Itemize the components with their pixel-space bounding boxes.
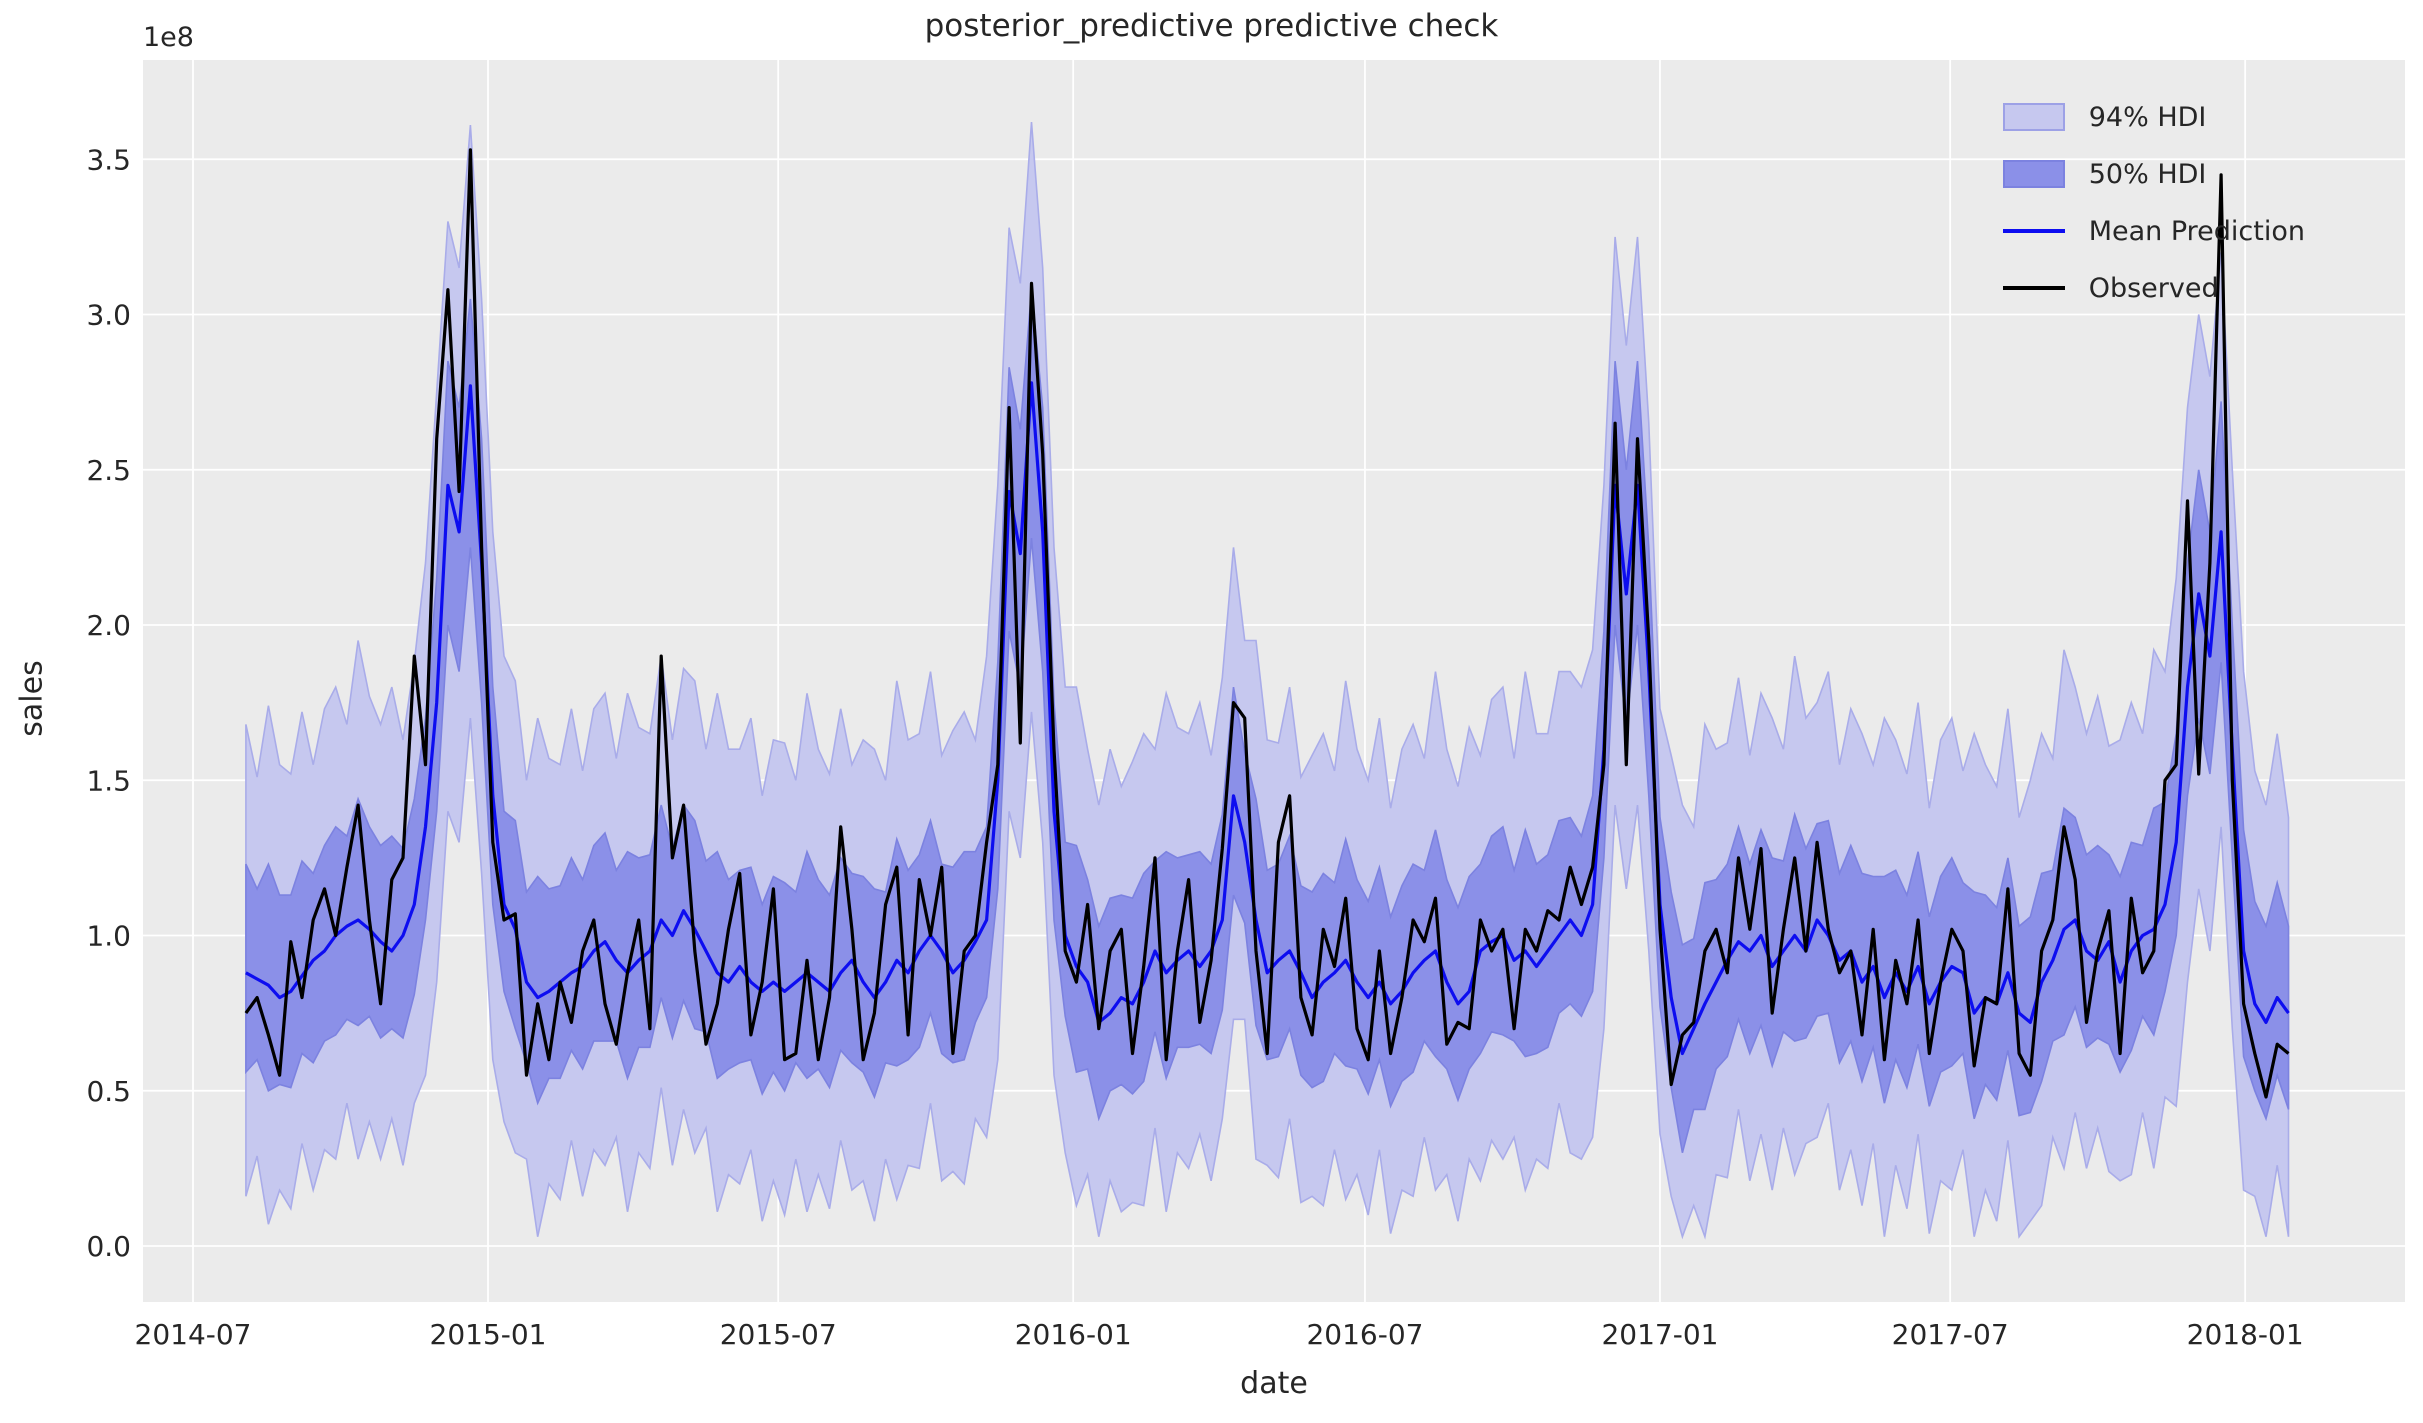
hdi-50-band xyxy=(245,289,2290,1154)
x-tick-label: 2015-01 xyxy=(430,1318,547,1351)
x-axis-label: date xyxy=(1240,1366,1308,1401)
y-tick-label: 3.0 xyxy=(86,299,131,332)
y-tick-label: 1.0 xyxy=(86,920,131,953)
legend-label: 94% HDI xyxy=(2088,101,2207,133)
x-tick-label: 2016-01 xyxy=(1015,1318,1132,1351)
y-tick-label: 0.5 xyxy=(86,1075,131,1108)
y-axis-label: sales xyxy=(14,660,50,737)
observed-line xyxy=(244,148,2290,1099)
legend: 94% HDI 50% HDI Mean Prediction Observed xyxy=(2002,95,2305,310)
y-tick-label: 1.5 xyxy=(86,764,131,797)
legend-label: Observed xyxy=(2088,272,2219,304)
legend-line-swatch xyxy=(2002,286,2065,290)
x-tick-label: 2015-07 xyxy=(720,1318,837,1351)
legend-patch-swatch xyxy=(2002,103,2065,131)
y-tick-label: 2.5 xyxy=(86,454,131,487)
legend-item-94-hdi: 94% HDI xyxy=(2002,95,2305,139)
x-tick-label: 2017-07 xyxy=(1892,1318,2009,1351)
legend-patch-swatch xyxy=(2002,160,2065,188)
y-tick-label: 2.0 xyxy=(86,609,131,642)
legend-line-swatch xyxy=(2002,229,2065,233)
legend-item-observed: Observed xyxy=(2002,266,2305,310)
legend-label: Mean Prediction xyxy=(2088,215,2305,247)
legend-item-50-hdi: 50% HDI xyxy=(2002,152,2305,196)
y-tick-label: 0.0 xyxy=(86,1230,131,1263)
legend-label: 50% HDI xyxy=(2088,158,2207,190)
x-tick-label: 2016-07 xyxy=(1306,1318,1423,1351)
mean-prediction-line xyxy=(245,381,2290,1056)
x-tick-label: 2014-07 xyxy=(135,1318,252,1351)
x-tick-label: 2018-01 xyxy=(2187,1318,2304,1351)
legend-item-mean-prediction: Mean Prediction xyxy=(2002,209,2305,253)
y-tick-label: 3.5 xyxy=(86,143,131,176)
y-axis-offset-text: 1e8 xyxy=(143,22,194,53)
chart-title: posterior_predictive predictive check xyxy=(924,8,1499,44)
x-tick-label: 2017-01 xyxy=(1601,1318,1718,1351)
